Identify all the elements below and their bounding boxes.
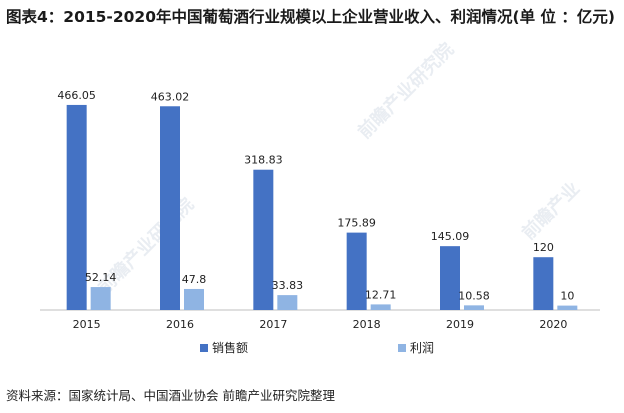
data-label-利润-2016: 47.8 (182, 273, 207, 286)
source-note: 资料来源：国家统计局、中国酒业协会 前瞻产业研究院整理 (6, 388, 335, 403)
bar-销售额-2020 (533, 257, 554, 310)
x-tick-2016: 2016 (166, 318, 194, 331)
bar-销售额-2016 (160, 106, 180, 310)
bar-利润-2015 (90, 287, 111, 310)
legend-label-利润: 利润 (410, 341, 434, 355)
data-label-销售额-2018: 175.89 (337, 217, 376, 230)
x-tick-2015: 2015 (73, 318, 101, 331)
chart-title: 图表4：2015-2020年中国葡萄酒行业规模以上企业营业收入、利润情况(单 位… (6, 8, 615, 26)
bar-利润-2017 (277, 295, 298, 310)
bar-销售额-2017 (253, 169, 274, 310)
data-label-销售额-2016: 463.02 (151, 90, 190, 103)
data-label-销售额-2017: 318.83 (244, 154, 283, 167)
data-label-利润-2015: 52.14 (85, 271, 117, 284)
watermark-text: 前瞻产业 (518, 178, 584, 244)
bar-销售额-2018 (346, 232, 367, 310)
bar-利润-2020 (557, 305, 578, 310)
x-tick-2020: 2020 (539, 318, 567, 331)
bar-利润-2016 (184, 288, 204, 310)
x-tick-2018: 2018 (353, 318, 381, 331)
legend-swatch-利润 (398, 344, 406, 352)
legend-swatch-销售额 (200, 344, 208, 352)
watermark-text: 前瞻产业研究院 (353, 38, 458, 143)
data-label-利润-2018: 12.71 (365, 288, 397, 301)
data-label-利润-2020: 10 (560, 290, 574, 303)
bar-销售额-2019 (440, 246, 460, 310)
data-label-销售额-2015: 466.05 (57, 89, 96, 102)
bar-利润-2018 (370, 304, 391, 310)
legend-label-销售额: 销售额 (212, 340, 248, 355)
bar-利润-2019 (464, 305, 484, 310)
x-tick-2019: 2019 (446, 318, 474, 331)
bar-销售额-2015 (66, 104, 87, 310)
data-label-销售额-2020: 120 (533, 241, 554, 254)
data-label-利润-2017: 33.83 (272, 279, 304, 292)
data-label-销售额-2019: 145.09 (431, 230, 470, 243)
data-label-利润-2019: 10.58 (458, 289, 490, 302)
x-tick-2017: 2017 (259, 318, 287, 331)
